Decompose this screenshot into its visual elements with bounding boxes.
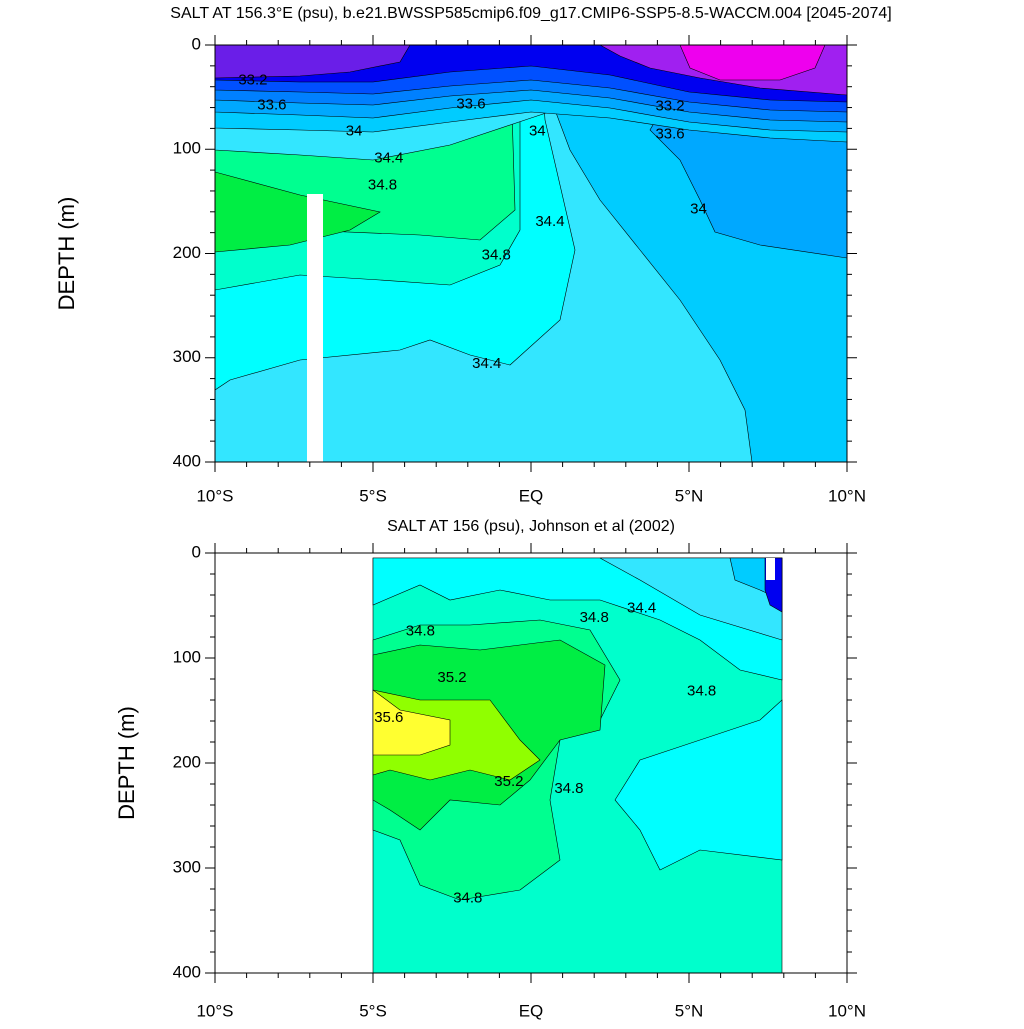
contour-label: 34.8 [482, 247, 511, 264]
contour-label: 34.4 [535, 213, 564, 230]
contour-fill [215, 45, 847, 462]
x-tick-label: 10°N [828, 1001, 866, 1020]
x-tick-label: 10°S [196, 1001, 233, 1020]
chart-title: SALT AT 156 (psu), Johnson et al (2002) [387, 518, 675, 535]
contour-label: 33.2 [655, 97, 684, 114]
contour-label: 33.6 [257, 96, 286, 113]
contour-label: 34.4 [472, 355, 501, 372]
contour-label: 34.8 [406, 623, 435, 640]
contour-label: 34.4 [374, 150, 403, 167]
contour-label: 34 [346, 122, 363, 139]
contour-region [679, 45, 826, 81]
y-axis-label: DEPTH (m) [54, 197, 79, 311]
x-tick-label: 5°S [359, 1001, 387, 1020]
contour-label: 35.2 [494, 773, 523, 790]
contour-label: 35.6 [374, 709, 403, 726]
contour-label: 33.6 [456, 95, 485, 112]
contour-region [372, 689, 451, 756]
x-tick-label: EQ [519, 1001, 544, 1020]
y-tick-label: 300 [173, 347, 201, 366]
x-tick-label: EQ [519, 486, 544, 505]
contour-label: 34 [690, 201, 707, 218]
y-tick-label: 200 [173, 752, 201, 771]
missing-data [307, 194, 323, 462]
contour-label: 33.6 [655, 126, 684, 143]
y-tick-label: 400 [173, 451, 201, 470]
x-tick-label: 5°N [675, 1001, 704, 1020]
contour-label: 35.2 [437, 669, 466, 686]
y-tick-label: 0 [192, 34, 201, 53]
contour-region [215, 45, 411, 79]
y-axis-label: DEPTH (m) [114, 706, 139, 820]
contour-label: 34 [529, 122, 546, 139]
y-tick-label: 100 [173, 647, 201, 666]
x-tick-label: 10°N [828, 486, 866, 505]
x-tick-label: 10°S [196, 486, 233, 505]
missing-data [766, 558, 775, 580]
contour-region [215, 171, 381, 253]
y-tick-label: 200 [173, 243, 201, 262]
x-tick-label: 5°S [359, 486, 387, 505]
contour-label: 34.8 [580, 609, 609, 626]
x-tick-label: 5°N [675, 486, 704, 505]
contour-label: 34.8 [554, 780, 583, 797]
contour-region [372, 689, 541, 781]
contour-region [614, 699, 783, 871]
y-tick-label: 400 [173, 962, 201, 981]
contour-label: 33.2 [238, 71, 267, 88]
contour-fill [372, 557, 783, 973]
contour-label: 34.8 [453, 889, 482, 906]
y-tick-label: 100 [173, 139, 201, 158]
y-tick-label: 300 [173, 857, 201, 876]
contour-label: 34.8 [368, 177, 397, 194]
y-tick-label: 0 [192, 542, 201, 561]
contour-label: 34.4 [627, 600, 656, 617]
chart-title: SALT AT 156.3°E (psu), b.e21.BWSSP585cmi… [170, 5, 891, 22]
contour-label: 34.8 [687, 683, 716, 700]
